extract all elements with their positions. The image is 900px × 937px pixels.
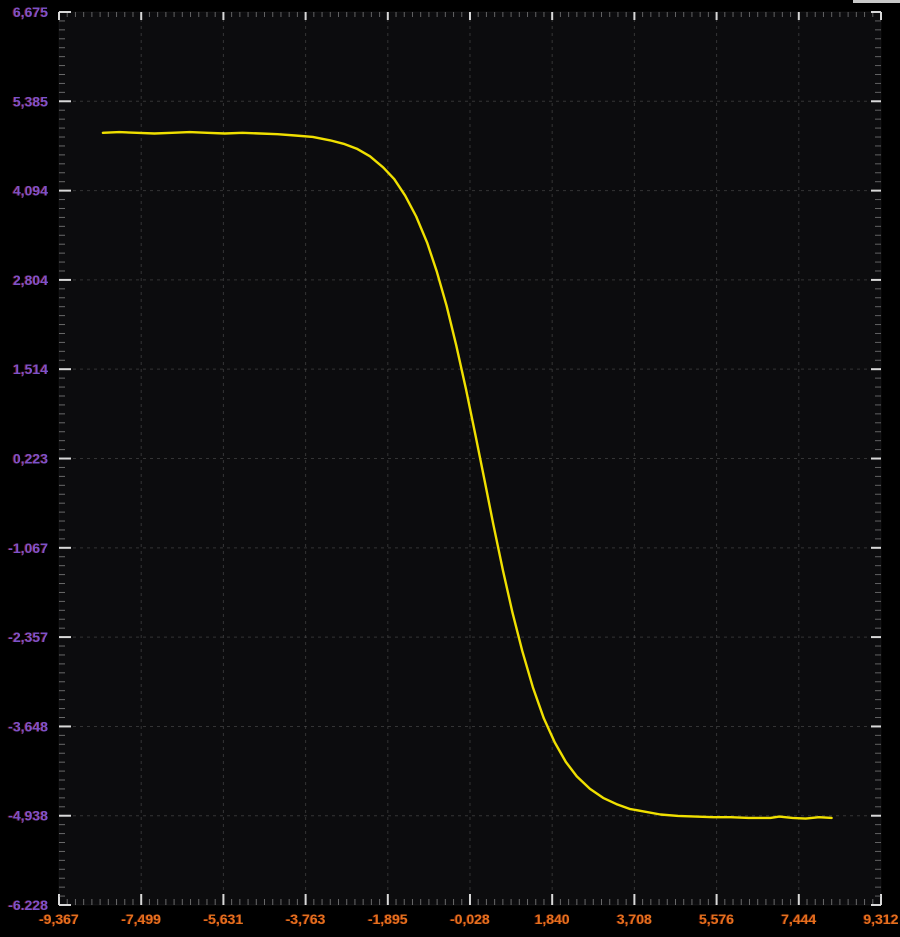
x-axis-label: -5,631 — [204, 911, 244, 927]
x-axis-label: -1,895 — [368, 911, 408, 927]
y-axis-label: -2,357 — [8, 629, 48, 645]
x-axis-label: -3,763 — [286, 911, 326, 927]
signal-curve — [101, 130, 833, 820]
y-axis-label: -1,067 — [8, 540, 48, 556]
y-axis-label: 0,223 — [13, 451, 48, 467]
y-axis-label: 1,514 — [13, 361, 48, 377]
y-axis-label: -6.228 — [8, 897, 48, 913]
y-axis-label: -4,938 — [8, 808, 48, 824]
x-axis-label: 3,708 — [617, 911, 652, 927]
x-axis-label: -9,367 — [39, 911, 79, 927]
y-axis-label: 4,094 — [13, 183, 48, 199]
corner-scrollbar-fragment[interactable] — [853, 0, 900, 3]
y-axis-label: 6,675 — [13, 4, 48, 20]
y-axis-label: -3,648 — [8, 718, 48, 734]
x-axis-label: -0,028 — [450, 911, 490, 927]
x-axis-label: -7,499 — [121, 911, 161, 927]
x-axis-label: 5,576 — [699, 911, 734, 927]
x-axis-label: 7,444 — [781, 911, 816, 927]
y-axis-label: 2,804 — [13, 272, 48, 288]
y-axis-label: 5,385 — [13, 93, 48, 109]
x-axis-label: 9,312 — [863, 911, 898, 927]
x-axis-label: 1,840 — [535, 911, 570, 927]
